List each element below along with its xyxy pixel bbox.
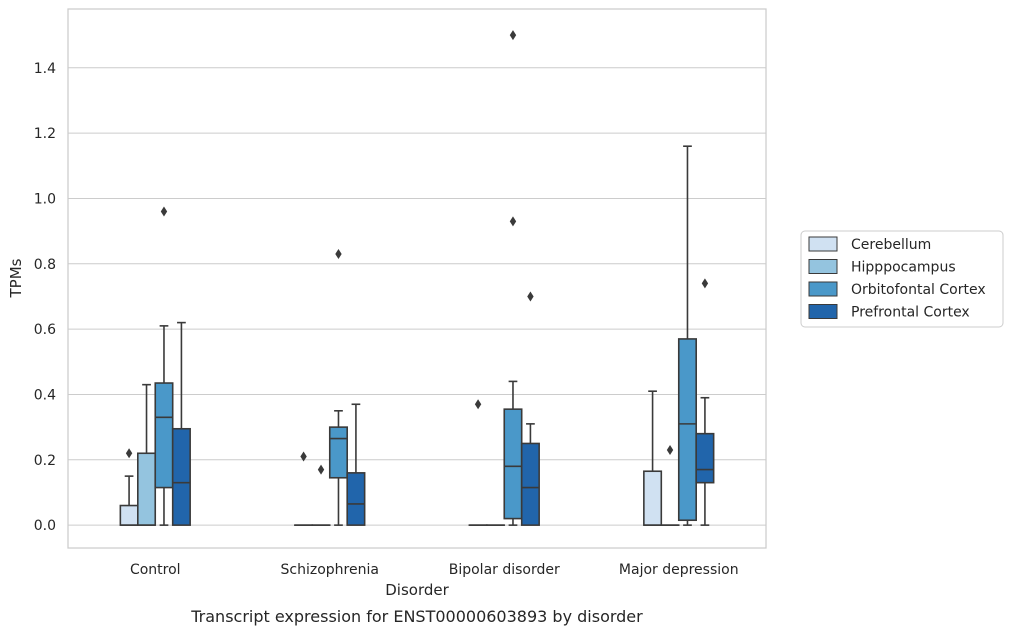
box	[695, 432, 715, 484]
legend: Cerebellum Hipppocampus Orbitofontal Corte…	[800, 230, 1004, 328]
x-tick-label: Major depression	[619, 562, 739, 578]
box	[119, 504, 139, 526]
y-tick-label: 0.8	[34, 257, 56, 273]
y-axis-label: TPMs	[7, 258, 25, 298]
box	[520, 442, 540, 526]
box	[643, 470, 663, 526]
x-tick-label: Bipolar disorder	[449, 562, 560, 578]
outlier-point	[335, 249, 342, 259]
legend-swatch	[808, 259, 838, 274]
outlier-point	[474, 399, 482, 410]
outlier-point	[666, 445, 674, 455]
series-hipppocampus	[137, 383, 680, 526]
box-series	[119, 30, 715, 526]
legend-swatch	[808, 236, 838, 252]
series-prefrontal-cortex	[171, 278, 715, 526]
y-tick-label: 1.4	[34, 61, 56, 77]
box	[171, 427, 191, 526]
legend-frame	[800, 230, 1004, 328]
legend-label: Cerebellum	[851, 237, 931, 253]
x-tick-label: Schizophrenia	[281, 562, 379, 578]
legend-label: Prefrontal Cortex	[851, 305, 970, 321]
chart-caption: Transcript expression for ENST0000060389…	[190, 607, 643, 626]
outlier-point	[527, 291, 534, 302]
legend-swatch	[808, 304, 838, 319]
outlier-point	[701, 278, 709, 289]
y-axis-ticks: 0.0 0.2 0.4 0.6 0.8 1.0 1.2 1.4	[34, 61, 56, 534]
box	[154, 382, 174, 489]
legend-swatch	[808, 281, 838, 297]
outlier-point	[509, 216, 517, 227]
outlier-point	[317, 464, 325, 475]
box	[677, 338, 698, 522]
x-tick-label: Control	[130, 562, 181, 578]
x-axis-ticks: Control Schizophrenia Bipolar disorder Majo…	[130, 562, 739, 578]
outlier-point	[300, 451, 307, 462]
outlier-point	[160, 206, 168, 217]
y-tick-label: 0.6	[34, 322, 56, 338]
outlier-point	[125, 448, 133, 459]
legend-label: Hipppocampus	[851, 260, 956, 276]
box	[503, 408, 523, 520]
y-tick-label: 1.2	[34, 126, 56, 142]
y-tick-label: 0.0	[34, 518, 56, 534]
box	[328, 426, 349, 479]
y-tick-label: 0.4	[34, 387, 56, 403]
y-tick-label: 1.0	[34, 191, 56, 207]
box	[346, 472, 366, 526]
x-axis-label: Disorder	[385, 581, 449, 599]
y-tick-label: 0.2	[34, 453, 56, 469]
box	[137, 452, 157, 526]
plot-frame	[67, 8, 767, 549]
outlier-point	[509, 30, 517, 41]
legend-label: Orbitofontal Cortex	[851, 282, 986, 298]
series-cerebellum	[119, 390, 663, 526]
series-orbitofontal-cortex	[154, 30, 698, 526]
